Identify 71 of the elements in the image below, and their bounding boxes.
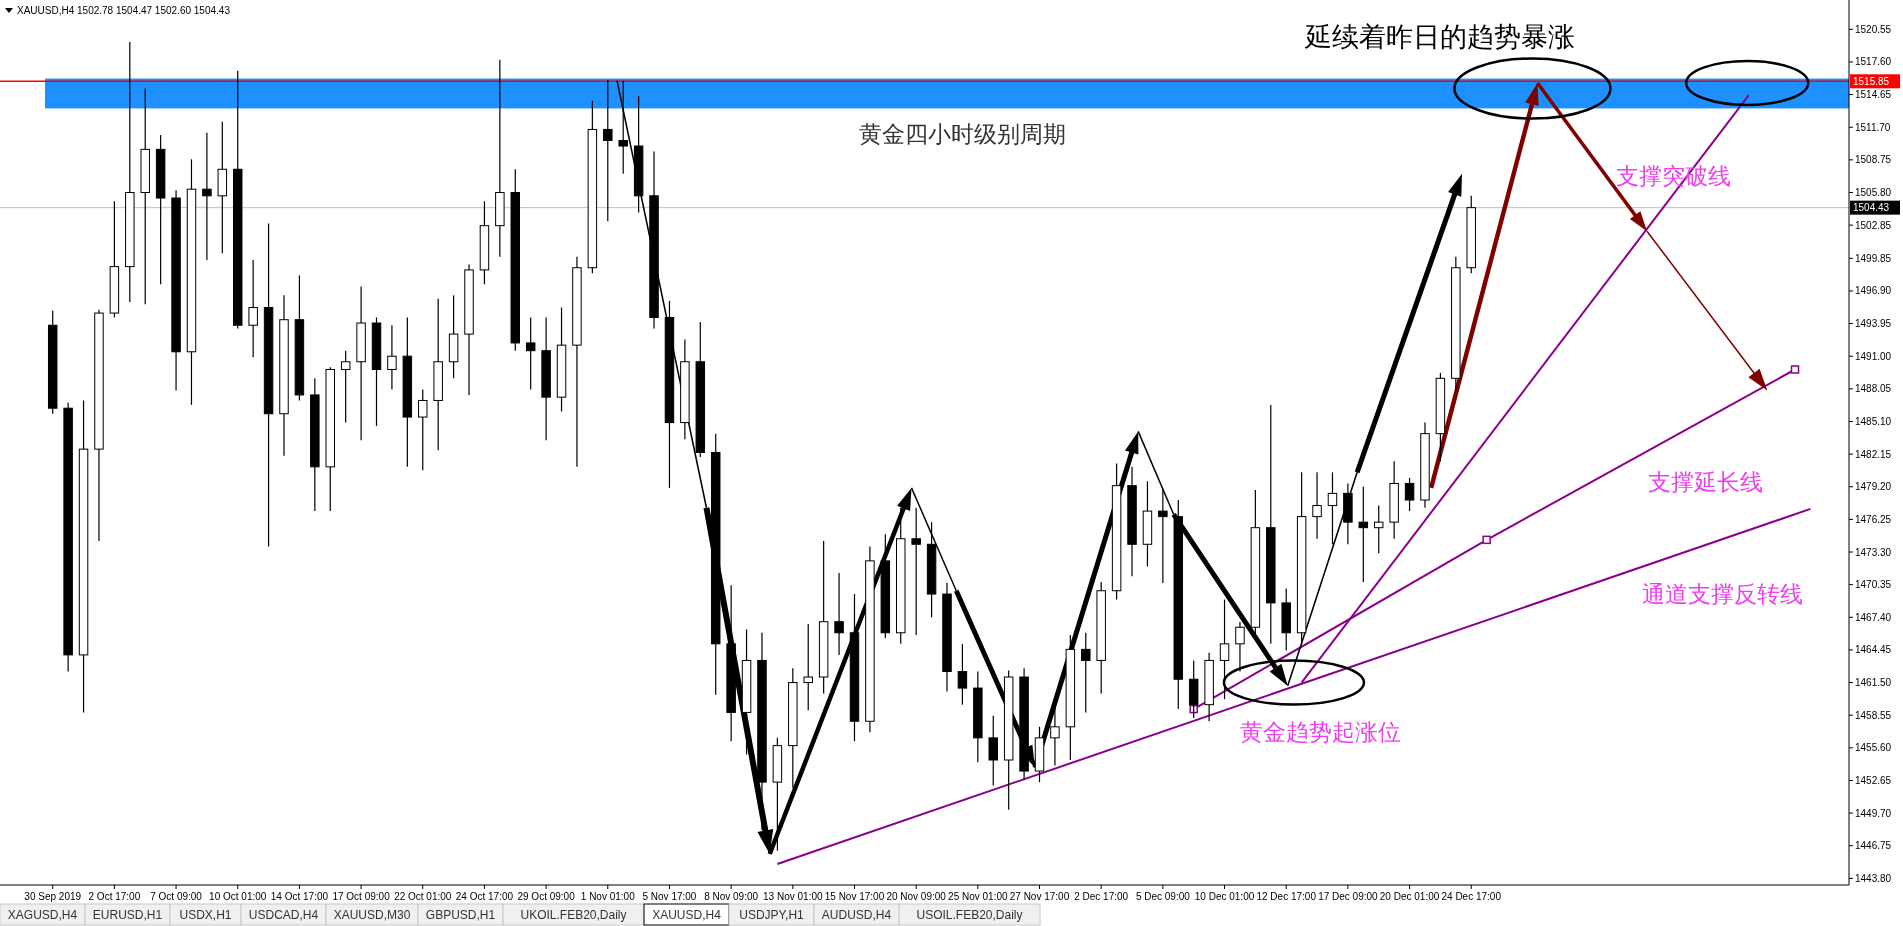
ref-line-label: 1504.43	[1853, 202, 1890, 214]
text: UKOIL.FEB20,Daily	[520, 908, 627, 922]
y-tick-label: 1499.85	[1855, 252, 1892, 264]
annotation: 延续着昨日的趋势暴涨	[1304, 22, 1575, 52]
y-tick-label: 1514.65	[1855, 89, 1892, 101]
text: AUDUSD,H4	[821, 908, 892, 922]
y-tick-label: 1449.70	[1855, 807, 1892, 819]
x-tick-label: 29 Oct 09:00	[517, 891, 576, 902]
x-tick-label: 17 Dec 09:00	[1318, 891, 1379, 902]
x-tick-label: 14 Oct 17:00	[270, 891, 329, 902]
text: GBPUSD,H1	[425, 908, 496, 922]
y-tick-label: 1455.60	[1855, 742, 1892, 754]
x-tick-label: 8 Nov 09:00	[704, 891, 759, 902]
y-tick-label: 1491.00	[1855, 350, 1892, 362]
text: USOIL.FEB20,Daily	[916, 908, 1023, 922]
x-tick-label: 25 Nov 01:00	[948, 891, 1009, 902]
text: USDCAD,H4	[248, 908, 319, 922]
y-tick-label: 1511.70	[1855, 121, 1891, 133]
y-tick-label: 1508.75	[1855, 154, 1892, 166]
x-tick-label: 20 Nov 09:00	[886, 891, 947, 902]
ref-line-label: 1515.85	[1853, 75, 1890, 87]
y-tick-label: 1443.80	[1855, 872, 1892, 884]
text: XAGUSD,H4	[7, 908, 78, 922]
text: XAUUSD,M30	[333, 908, 411, 922]
text: USDX,H1	[179, 908, 232, 922]
annotation: 通道支撑反转线	[1641, 581, 1803, 607]
text: XAUUSD,H4	[652, 908, 722, 922]
y-tick-label: 1517.60	[1855, 56, 1892, 68]
x-tick-label: 2 Dec 17:00	[1074, 891, 1129, 902]
annotation: 支撑延长线	[1647, 469, 1763, 495]
y-tick-label: 1505.80	[1855, 186, 1892, 198]
x-tick-label: 10 Oct 01:00	[209, 891, 267, 902]
x-tick-label: 17 Oct 09:00	[332, 891, 391, 902]
x-tick-label: 5 Dec 09:00	[1135, 891, 1191, 902]
y-tick-label: 1482.15	[1855, 448, 1892, 460]
y-tick-label: 1496.90	[1855, 285, 1892, 297]
y-tick-label: 1458.55	[1855, 709, 1892, 721]
x-tick-label: 24 Dec 17:00	[1441, 891, 1502, 902]
annotation: 黄金趋势起涨位	[1239, 719, 1401, 745]
y-tick-label: 1464.45	[1855, 644, 1892, 656]
annotation: 黄金四小时级别周期	[858, 121, 1066, 147]
y-tick-label: 1473.30	[1855, 546, 1892, 558]
x-tick-label: 22 Oct 01:00	[394, 891, 452, 902]
y-tick-label: 1485.10	[1855, 415, 1892, 427]
x-tick-label: 24 Oct 17:00	[455, 891, 514, 902]
x-tick-label: 5 Nov 17:00	[642, 891, 697, 902]
x-tick-label: 10 Dec 01:00	[1194, 891, 1255, 902]
text: XAUUSD,H4 1502.78 1504.47 1502.60 1504.43	[17, 5, 231, 16]
x-tick-label: 27 Nov 17:00	[1009, 891, 1070, 902]
y-tick-label: 1479.20	[1855, 481, 1892, 493]
x-tick-label: 12 Dec 17:00	[1256, 891, 1317, 902]
x-tick-label: 15 Nov 17:00	[824, 891, 885, 902]
text: USDJPY,H1	[739, 908, 805, 922]
y-tick-label: 1470.35	[1855, 579, 1892, 591]
y-tick-label: 1476.25	[1855, 513, 1892, 525]
y-tick-label: 1493.95	[1855, 318, 1892, 330]
y-tick-label: 1488.05	[1855, 383, 1892, 395]
x-tick-label: 13 Nov 01:00	[763, 891, 823, 902]
x-tick-label: 30 Sep 2019	[24, 891, 82, 902]
x-tick-label: 20 Dec 01:00	[1379, 891, 1440, 902]
text: EURUSD,H1	[92, 908, 163, 922]
y-tick-label: 1452.65	[1855, 774, 1892, 786]
y-tick-label: 1461.50	[1855, 677, 1892, 689]
x-tick-label: 7 Oct 09:00	[150, 891, 203, 902]
x-tick-label: 1 Nov 01:00	[580, 891, 636, 902]
y-tick-label: 1446.75	[1855, 840, 1892, 852]
x-tick-label: 2 Oct 17:00	[88, 891, 141, 902]
y-tick-label: 1520.55	[1855, 23, 1892, 35]
y-tick-label: 1467.40	[1855, 611, 1892, 623]
annotation: 支撑突破线	[1615, 163, 1731, 189]
y-tick-label: 1502.85	[1855, 219, 1892, 231]
